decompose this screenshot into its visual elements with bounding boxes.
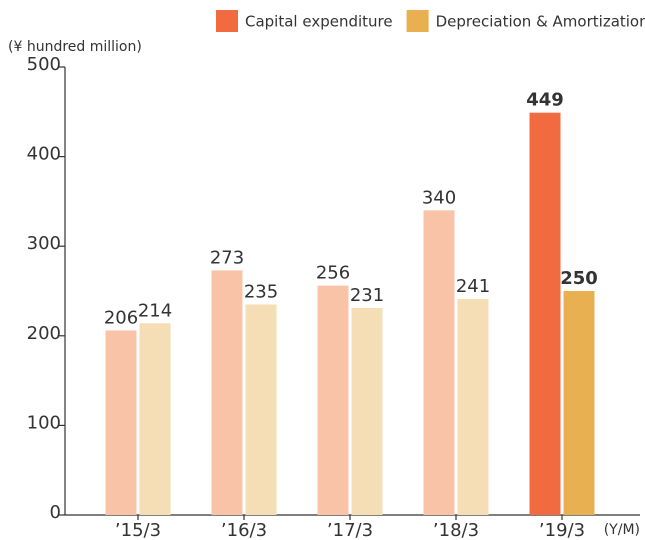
x-tick-label: ’18/3 <box>433 520 479 540</box>
legend-label: Capital expenditure <box>245 13 393 31</box>
y-tick-label: 400 <box>27 144 61 165</box>
bar <box>139 323 171 515</box>
bar-value-label: 241 <box>456 276 490 297</box>
bar-value-label: 206 <box>104 307 138 328</box>
bar <box>563 291 595 515</box>
bar <box>423 210 455 516</box>
y-tick-label: 0 <box>50 502 61 523</box>
x-tick-label: ’17/3 <box>327 520 373 540</box>
y-tick-label: 100 <box>27 412 61 433</box>
y-unit-label: (¥ hundred million) <box>8 39 142 55</box>
bar-value-label: 256 <box>316 263 350 284</box>
x-unit-label: (Y/M) <box>604 522 640 538</box>
bar <box>245 304 277 515</box>
bar-value-label: 340 <box>422 187 456 208</box>
bar-value-label: 273 <box>210 247 244 268</box>
bar-value-label: 449 <box>526 90 564 111</box>
legend-label: Depreciation & Amortization <box>436 13 645 31</box>
y-tick-label: 200 <box>27 323 61 344</box>
x-tick-label: ’19/3 <box>539 520 585 540</box>
bar <box>351 308 383 515</box>
bar-value-label: 250 <box>560 268 598 289</box>
bar <box>529 112 561 516</box>
x-tick-label: ’15/3 <box>115 520 161 540</box>
bar-value-label: 214 <box>138 300 172 321</box>
bar <box>105 330 137 515</box>
legend-swatch <box>216 10 238 32</box>
x-tick-label: ’16/3 <box>221 520 267 540</box>
bar <box>457 299 489 515</box>
legend-swatch <box>406 10 429 32</box>
y-tick-label: 300 <box>27 233 61 254</box>
bar <box>211 270 243 515</box>
bar <box>317 285 349 515</box>
bar-value-label: 231 <box>350 285 384 306</box>
y-tick-label: 500 <box>27 54 61 75</box>
bar-value-label: 235 <box>244 281 278 302</box>
